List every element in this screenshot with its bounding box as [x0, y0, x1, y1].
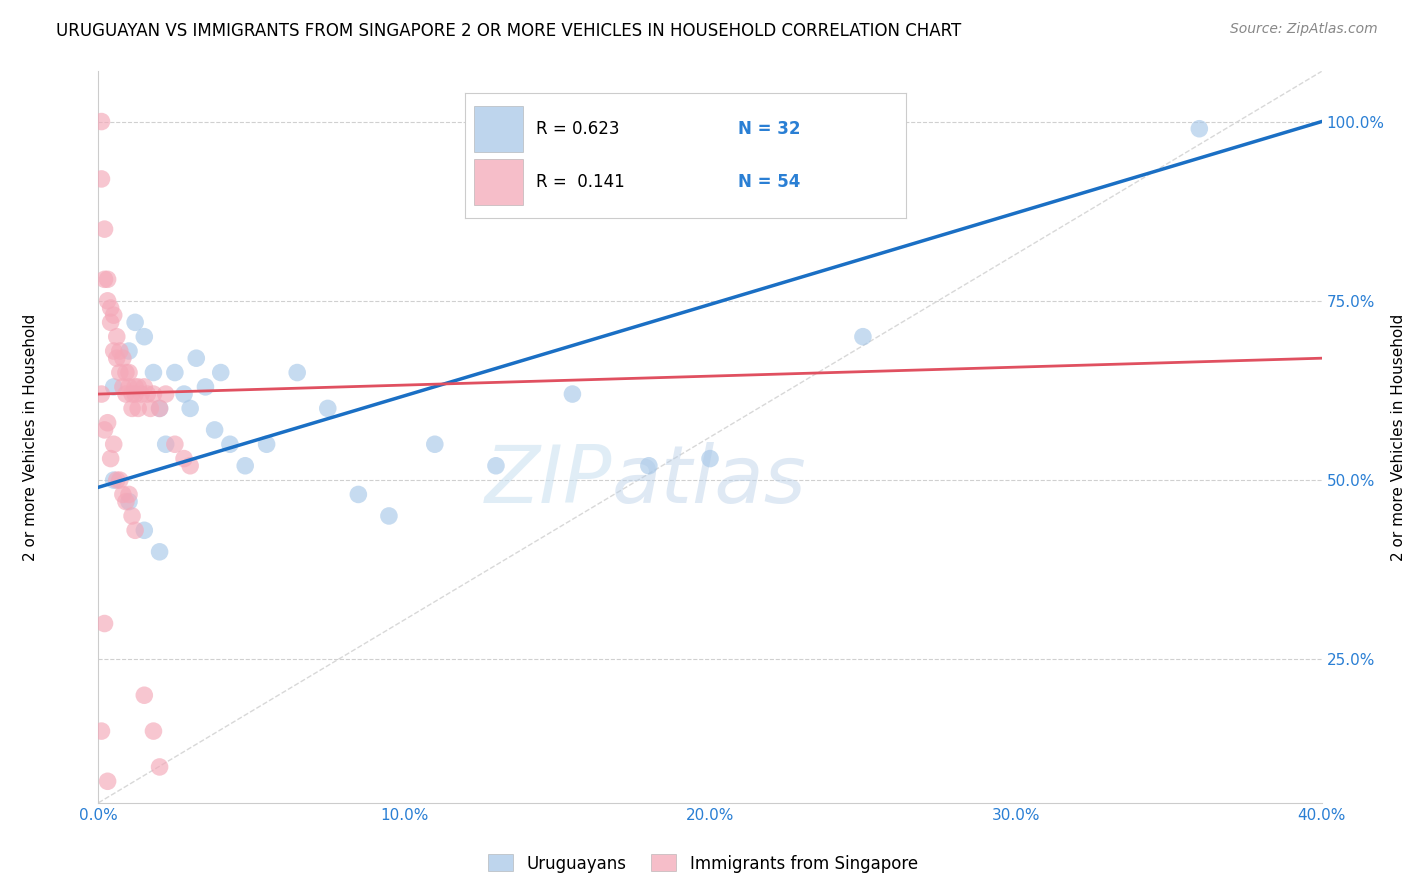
Point	[115, 366, 138, 380]
Point	[105, 351, 128, 366]
Point	[90, 724, 112, 739]
Point	[186, 351, 208, 366]
Point	[118, 366, 141, 380]
Point	[637, 458, 661, 473]
Point	[142, 366, 165, 380]
Point	[118, 380, 141, 394]
Point	[111, 351, 134, 366]
Point	[108, 344, 131, 359]
Point	[124, 387, 146, 401]
Point	[285, 366, 308, 380]
Point	[149, 760, 172, 774]
Point	[103, 437, 125, 451]
Point	[118, 344, 141, 359]
Y-axis label: 2 or more Vehicles in Household: 2 or more Vehicles in Household	[1392, 313, 1406, 561]
Point	[103, 308, 125, 322]
Point	[121, 508, 143, 523]
Point	[93, 423, 115, 437]
Point	[209, 366, 232, 380]
Text: atlas: atlas	[612, 442, 807, 520]
Point	[93, 222, 115, 236]
Point	[179, 458, 201, 473]
Point	[699, 451, 721, 466]
Point	[97, 774, 120, 789]
Point	[118, 487, 141, 501]
Point	[142, 724, 165, 739]
Point	[127, 401, 149, 416]
Point	[121, 387, 143, 401]
Point	[173, 451, 195, 466]
Text: 2 or more Vehicles in Household: 2 or more Vehicles in Household	[24, 313, 38, 561]
Point	[155, 387, 177, 401]
Point	[118, 494, 141, 508]
Point	[90, 172, 112, 186]
Point	[90, 114, 112, 128]
Point	[179, 401, 201, 416]
Point	[136, 387, 159, 401]
Point	[100, 301, 122, 315]
Point	[155, 437, 177, 451]
Point	[100, 451, 122, 466]
Point	[134, 329, 156, 343]
Point	[103, 344, 125, 359]
Point	[124, 524, 146, 538]
Point	[93, 616, 115, 631]
Point	[97, 416, 120, 430]
Point	[111, 380, 134, 394]
Point	[561, 387, 583, 401]
Point	[134, 524, 156, 538]
Point	[142, 387, 165, 401]
Point	[134, 688, 156, 702]
Point	[97, 272, 120, 286]
Legend: Uruguayans, Immigrants from Singapore: Uruguayans, Immigrants from Singapore	[481, 847, 925, 880]
Text: Source: ZipAtlas.com: Source: ZipAtlas.com	[1230, 22, 1378, 37]
Point	[163, 437, 186, 451]
Point	[93, 272, 115, 286]
Point	[103, 380, 125, 394]
Point	[103, 473, 125, 487]
Point	[124, 315, 146, 329]
Point	[127, 380, 149, 394]
Point	[485, 458, 508, 473]
Point	[108, 473, 131, 487]
Text: URUGUAYAN VS IMMIGRANTS FROM SINGAPORE 2 OR MORE VEHICLES IN HOUSEHOLD CORRELATI: URUGUAYAN VS IMMIGRANTS FROM SINGAPORE 2…	[56, 22, 962, 40]
Point	[111, 487, 134, 501]
Point	[163, 366, 186, 380]
Point	[149, 545, 172, 559]
Point	[204, 423, 226, 437]
Point	[108, 366, 131, 380]
Point	[256, 437, 278, 451]
Point	[233, 458, 256, 473]
Point	[129, 387, 152, 401]
Point	[423, 437, 446, 451]
Text: ZIP: ZIP	[485, 442, 612, 520]
Point	[149, 401, 172, 416]
Point	[194, 380, 217, 394]
Point	[121, 401, 143, 416]
Point	[347, 487, 370, 501]
Point	[134, 380, 156, 394]
Point	[852, 329, 875, 343]
Point	[97, 293, 120, 308]
Point	[115, 387, 138, 401]
Point	[149, 401, 172, 416]
Point	[378, 508, 401, 523]
Point	[100, 315, 122, 329]
Point	[139, 401, 162, 416]
Point	[124, 380, 146, 394]
Point	[1188, 121, 1211, 136]
Point	[219, 437, 242, 451]
Point	[105, 473, 128, 487]
Point	[115, 494, 138, 508]
Point	[105, 329, 128, 343]
Point	[316, 401, 339, 416]
Point	[90, 387, 112, 401]
Point	[173, 387, 195, 401]
